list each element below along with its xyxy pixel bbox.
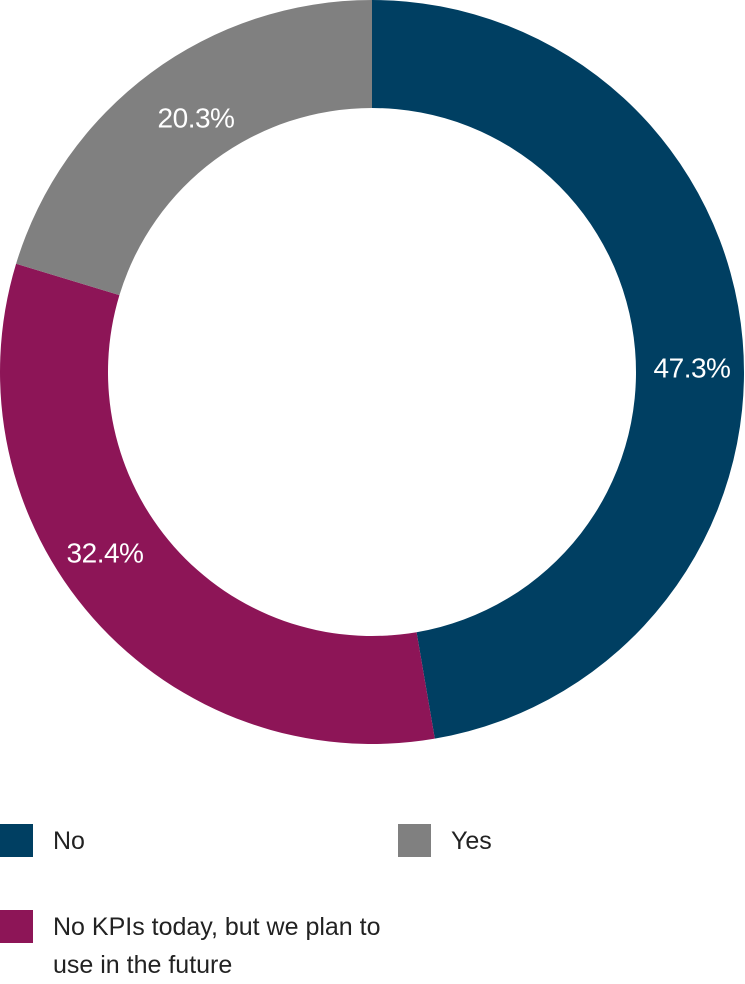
legend-swatch-yes (398, 824, 431, 857)
slice-label-plan: 32.4% (67, 538, 144, 569)
slice-label-yes: 20.3% (158, 103, 235, 134)
legend-swatch-no (0, 824, 33, 857)
legend-item-plan: No KPIs today, but we plan to use in the… (0, 910, 413, 984)
donut-chart: 47.3% 32.4% 20.3% (0, 0, 744, 744)
legend-label-yes: Yes (451, 827, 492, 855)
slice-label-no: 47.3% (654, 353, 731, 384)
legend-item-yes: Yes (398, 824, 745, 860)
slice-plan (0, 263, 435, 744)
legend-swatch-plan (0, 910, 33, 943)
legend-label-no: No (53, 827, 85, 855)
slice-yes (16, 0, 372, 296)
slice-no (372, 0, 744, 739)
legend-label-plan: No KPIs today, but we plan to use in the… (53, 913, 381, 979)
legend-item-no: No (0, 824, 413, 860)
